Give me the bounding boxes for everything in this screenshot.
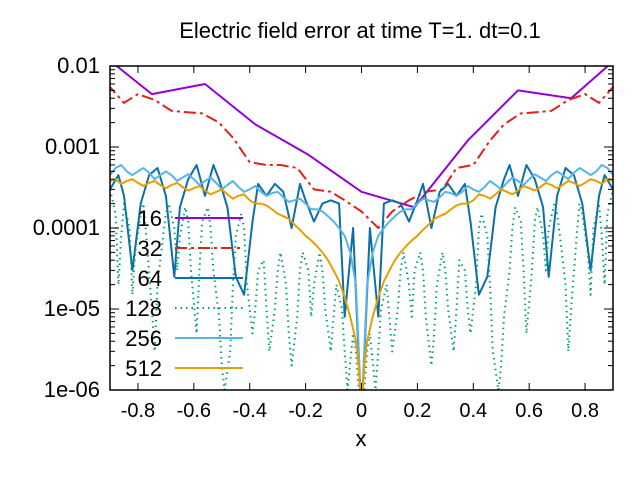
x-tick-label: -0.2	[288, 400, 322, 422]
x-tick-label: -0.4	[232, 400, 266, 422]
legend-label-256: 256	[125, 326, 162, 351]
legend: 16 32 64 128 256 512	[125, 206, 243, 381]
series-line-128	[110, 189, 613, 390]
x-tick-label: 0	[356, 400, 367, 422]
y-tick-label: 0.01	[57, 53, 100, 78]
x-tick-label: -0.8	[121, 400, 155, 422]
y-tick-label: 1e-06	[44, 377, 100, 402]
series-line-64	[110, 164, 613, 390]
chart-title: Electric field error at time T=1. dt=0.1	[179, 18, 541, 43]
y-tick-label: 1e-05	[44, 296, 100, 321]
series-line-32	[110, 85, 613, 229]
legend-label-64: 64	[138, 266, 162, 291]
series-layer	[110, 66, 613, 390]
y-tick-label: 0.0001	[33, 215, 100, 240]
x-tick-label: 0.4	[459, 400, 487, 422]
series-line-16	[115, 66, 610, 209]
legend-label-32: 32	[138, 236, 162, 261]
x-tick-label: 0.2	[403, 400, 431, 422]
x-tick-label: -0.6	[177, 400, 211, 422]
plot-frame	[109, 65, 614, 391]
series-line-512	[110, 178, 613, 390]
y-tick-label: 0.001	[45, 134, 100, 159]
legend-label-16: 16	[138, 206, 162, 231]
series-line-256	[110, 164, 613, 390]
axis-ticks: -0.8 -0.6 -0.4 -0.2 0 0.2 0.4 0.6 0.8 0.01 0.001 0.…	[33, 53, 613, 422]
legend-label-512: 512	[125, 356, 162, 381]
x-tick-label: 0.6	[515, 400, 543, 422]
legend-label-128: 128	[125, 296, 162, 321]
x-tick-label: 0.8	[571, 400, 599, 422]
x-axis-label: x	[356, 426, 367, 451]
